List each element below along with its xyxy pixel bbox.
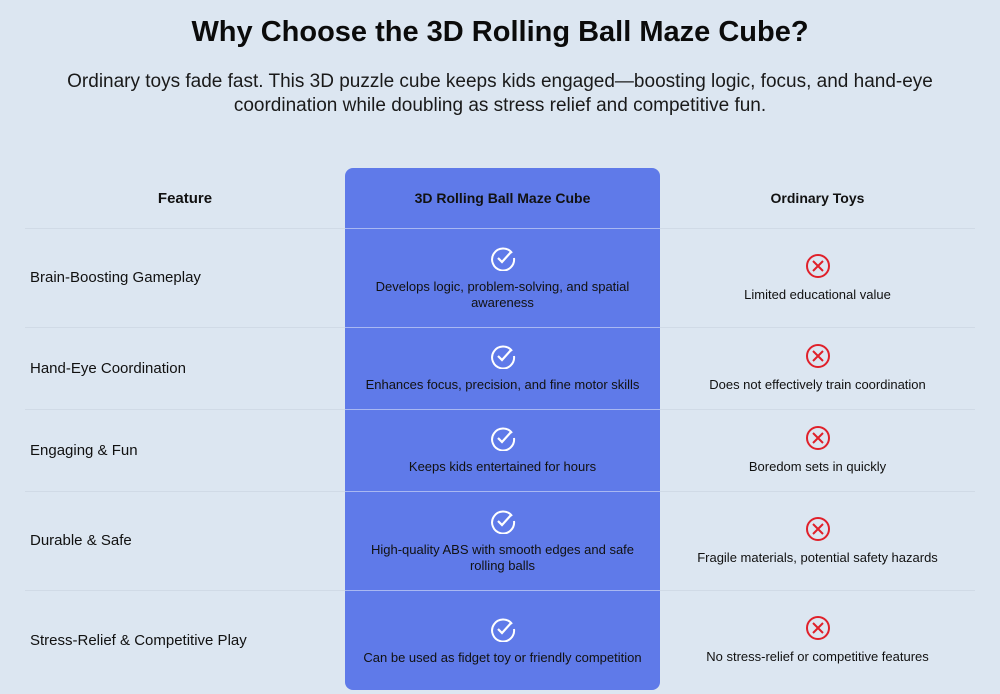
check-circle-icon (490, 508, 516, 538)
cube-text: Keeps kids entertained for hours (408, 459, 597, 474)
cube-text: High-quality ABS with smooth edges and s… (370, 541, 635, 573)
cube-cell: Enhances focus, precision, and fine moto… (345, 327, 660, 410)
check-circle-icon (490, 616, 516, 646)
table-header: Feature 3D Rolling Ball Maze Cube Ordina… (25, 168, 975, 229)
cube-cell: Keeps kids entertained for hours (345, 409, 660, 492)
ordinary-cell: No stress-relief or competitive features (660, 590, 975, 690)
cube-cell: High-quality ABS with smooth edges and s… (345, 491, 660, 591)
x-circle-icon (805, 516, 831, 546)
feature-cell: Hand-Eye Coordination (30, 359, 186, 377)
check-circle-icon (490, 343, 516, 373)
ordinary-text: Does not effectively train coordination (709, 377, 926, 392)
page-subtitle: Ordinary toys fade fast. This 3D puzzle … (67, 71, 933, 116)
cube-text: Enhances focus, precision, and fine moto… (365, 377, 640, 392)
feature-cell: Durable & Safe (30, 532, 132, 549)
table-row: Hand-Eye Coordination Enhances focus, pr… (25, 327, 975, 410)
x-circle-icon (805, 253, 831, 283)
cube-text: Can be used as fidget toy or friendly co… (363, 649, 642, 665)
x-circle-icon (805, 615, 831, 645)
ordinary-text: No stress-relief or competitive features (706, 649, 929, 664)
cube-cell: Can be used as fidget toy or friendly co… (345, 590, 660, 691)
check-circle-icon (490, 245, 516, 275)
feature-cell: Stress-Relief & Competitive Play (30, 631, 247, 649)
table-row: Engaging & Fun Keeps kids entertained fo… (25, 409, 975, 492)
header-feature: Feature (157, 189, 213, 207)
page-title: Why Choose the 3D Rolling Ball Maze Cube… (191, 16, 809, 48)
ordinary-cell: Boredom sets in quickly (660, 409, 975, 491)
table-row: Durable & Safe High-quality ABS with smo… (25, 491, 975, 591)
check-circle-icon (490, 425, 516, 455)
header-cube: 3D Rolling Ball Maze Cube (345, 168, 660, 229)
table-row: Brain-Boosting Gameplay Develops logic, … (25, 228, 975, 328)
header-ordinary: Ordinary Toys (770, 190, 865, 206)
ordinary-cell: Fragile materials, potential safety haza… (660, 491, 975, 590)
feature-cell: Engaging & Fun (30, 441, 138, 459)
ordinary-text: Boredom sets in quickly (748, 459, 887, 474)
feature-cell: Brain-Boosting Gameplay (30, 269, 201, 286)
x-circle-icon (805, 425, 831, 455)
x-circle-icon (805, 343, 831, 373)
ordinary-text: Fragile materials, potential safety haza… (697, 549, 938, 565)
ordinary-cell: Limited educational value (660, 228, 975, 327)
table-row: Stress-Relief & Competitive Play Can be … (25, 590, 975, 690)
cube-cell: Develops logic, problem-solving, and spa… (345, 228, 660, 328)
ordinary-text: Limited educational value (744, 286, 891, 302)
cube-text: Develops logic, problem-solving, and spa… (375, 278, 630, 310)
ordinary-cell: Does not effectively train coordination (660, 327, 975, 409)
